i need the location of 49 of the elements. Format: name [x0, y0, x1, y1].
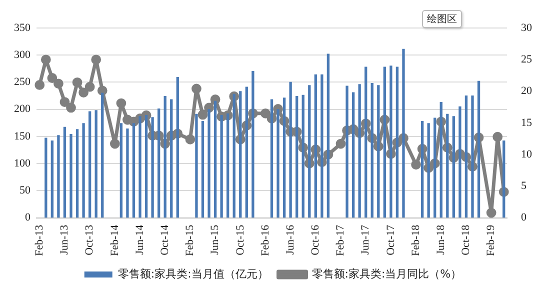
bar — [76, 129, 79, 218]
y-tick-label: 300 — [14, 49, 31, 62]
bar — [126, 128, 129, 218]
x-tick-label: Feb-17 — [334, 224, 347, 256]
y-tick-label: 350 — [14, 22, 31, 34]
bar — [82, 123, 85, 218]
y2-tick-label: 15 — [521, 116, 532, 129]
x-tick-label: Feb-16 — [259, 224, 272, 256]
x-tick-label: Jun-18 — [435, 224, 448, 255]
x-tick-label: Jun-14 — [134, 224, 146, 255]
bar — [195, 114, 198, 218]
x-tick-label: Oct-15 — [234, 224, 246, 256]
y2-tick-label: 30 — [521, 22, 532, 34]
y2-tick-label: 5 — [521, 180, 527, 192]
bar — [120, 123, 123, 218]
y-tick-label: 0 — [25, 212, 31, 224]
x-tick-label: Feb-19 — [485, 224, 498, 256]
y2-tick-label: 25 — [521, 54, 532, 66]
x-tick-label: Oct-18 — [460, 224, 472, 256]
y2-tick-label: 0 — [521, 212, 527, 224]
legend-label: 零售额:家具类:当月同比（%） — [312, 267, 462, 280]
x-tick-label: Oct-17 — [384, 224, 397, 256]
legend-label: 零售额:家具类:当月值（亿元） — [118, 267, 268, 280]
x-tick-label: Jun-13 — [58, 224, 71, 255]
y2-tick-label: 10 — [521, 148, 532, 160]
y2-tick-label: 20 — [521, 85, 532, 98]
x-tick-label: Jun-15 — [209, 224, 222, 255]
y-tick-label: 200 — [14, 103, 31, 116]
x-tick-label: Jun-16 — [284, 224, 296, 255]
y-tick-label: 250 — [14, 76, 31, 88]
x-tick-label: Feb-18 — [410, 224, 422, 256]
text: 绘图区 — [422, 10, 462, 28]
bar — [50, 140, 54, 218]
y-tick-label: 100 — [14, 157, 31, 170]
x-tick-label: Feb-14 — [108, 224, 121, 256]
bar — [57, 135, 60, 218]
x-tick-label: Oct-14 — [158, 224, 171, 256]
y-tick-label: 150 — [14, 130, 31, 142]
bar — [70, 134, 72, 218]
bar — [63, 126, 66, 218]
bar — [44, 138, 48, 218]
x-tick-label: Jun-17 — [360, 224, 372, 255]
y-tick-label: 50 — [20, 184, 31, 197]
bar — [88, 111, 92, 218]
x-tick-label: Oct-16 — [310, 224, 322, 256]
x-tick-label: Oct-13 — [84, 224, 96, 256]
x-tick-label: Feb-13 — [34, 224, 46, 256]
x-tick-label: Feb-15 — [184, 224, 196, 256]
bar — [94, 110, 98, 218]
